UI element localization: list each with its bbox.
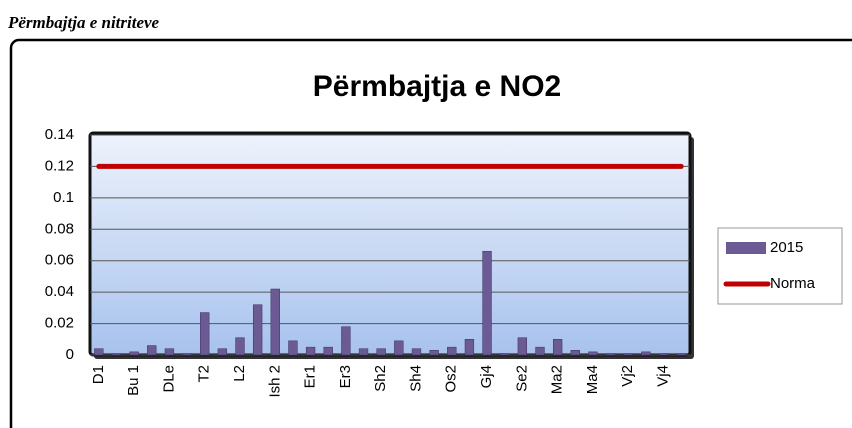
legend-label: 2015 (770, 239, 803, 256)
bar (429, 350, 439, 356)
y-tick-label: 0.12 (45, 157, 74, 174)
legend-box (717, 227, 843, 305)
page-heading: Përmbajtja e nitriteve (7, 13, 160, 32)
bar (217, 348, 228, 356)
bar (676, 353, 686, 356)
bar (588, 351, 598, 356)
bar (552, 339, 563, 356)
x-tick-label: Se2 (513, 365, 530, 392)
bar (641, 351, 651, 356)
bar (411, 348, 422, 356)
x-tick-label: Bu 1 (125, 365, 142, 396)
chart-title: Përmbajtja e NO2 (313, 70, 561, 103)
bar (235, 337, 245, 356)
x-tick-label: T2 (196, 365, 213, 383)
bar (535, 346, 545, 356)
bar (147, 345, 157, 356)
x-tick-label: Vj2 (619, 365, 636, 387)
x-tick-label: D1 (90, 365, 107, 384)
x-tick-label: Sh4 (407, 365, 424, 392)
bar (482, 251, 492, 356)
x-tick-label: Vj4 (654, 365, 671, 387)
bar (500, 353, 510, 356)
bar (182, 353, 192, 356)
y-tick-label: 0.14 (45, 126, 74, 143)
x-tick-label: Sh2 (372, 365, 389, 392)
bar (270, 288, 280, 356)
bar (323, 346, 333, 356)
bar (358, 348, 369, 356)
bar (658, 353, 669, 356)
bar (605, 353, 616, 356)
bar (517, 337, 528, 356)
x-tick-label: DLe (160, 365, 177, 393)
x-tick-label: Ma2 (549, 365, 566, 394)
bar (111, 353, 122, 356)
bar (394, 340, 404, 356)
bar (129, 351, 139, 356)
bar (305, 346, 316, 356)
x-tick-label: Er3 (337, 365, 354, 388)
bar (623, 353, 633, 356)
legend-swatch (726, 242, 766, 254)
y-tick-label: 0.06 (45, 252, 74, 269)
y-tick-label: 0.1 (53, 189, 74, 206)
y-tick-label: 0.04 (45, 283, 74, 300)
bar (164, 348, 175, 356)
legend-label: Norma (770, 275, 816, 292)
x-tick-label: Ma4 (584, 365, 601, 394)
bar (376, 348, 386, 356)
bar (447, 346, 457, 356)
y-tick-label: 0.08 (45, 220, 74, 237)
x-tick-label: Gj4 (478, 365, 495, 388)
bar (252, 304, 263, 356)
x-tick-label: Os2 (443, 365, 460, 393)
x-tick-label: L2 (231, 365, 248, 382)
bar (94, 348, 104, 356)
bar (341, 326, 351, 356)
y-tick-label: 0.02 (45, 315, 74, 332)
x-tick-label: Er1 (302, 365, 319, 388)
bar (200, 312, 210, 356)
bar (464, 339, 475, 356)
y-tick-label: 0 (66, 346, 74, 363)
bar (288, 340, 298, 356)
bar (570, 350, 580, 356)
x-tick-label: Ish 2 (266, 365, 283, 398)
